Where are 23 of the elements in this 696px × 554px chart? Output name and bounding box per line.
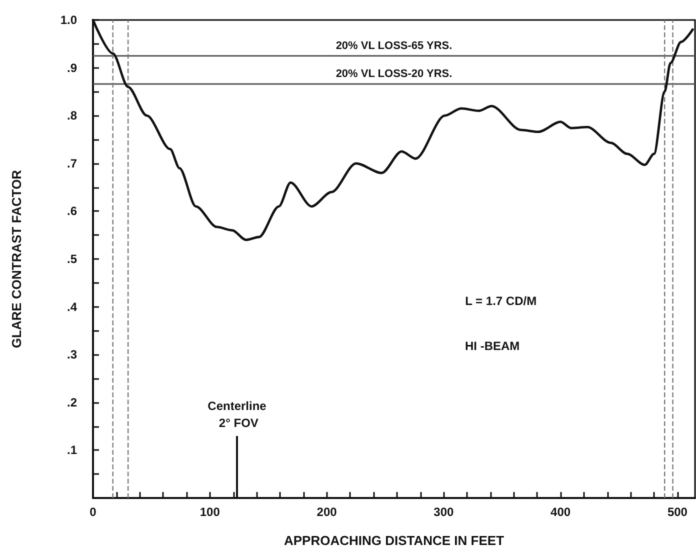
x-tick-label: 400	[550, 505, 571, 519]
ref-line-label: 20% VL LOSS-65 YRS.	[336, 40, 452, 52]
x-tick-label: 0	[90, 505, 97, 519]
y-tick-label: .8	[66, 108, 78, 123]
y-tick-label: 1.0	[60, 13, 78, 27]
y-tick-label: .4	[66, 300, 78, 314]
y-tick-label: .5	[66, 252, 78, 266]
ref-line-label: 20% VL LOSS-20 YRS.	[336, 68, 452, 80]
y-tick-label: .7	[66, 156, 78, 170]
y-tick-label: .2	[66, 395, 78, 410]
x-tick-label: 500	[667, 505, 688, 519]
y-tick-label: .6	[66, 204, 78, 218]
y-tick-label: .3	[66, 348, 78, 362]
x-tick-label: 100	[200, 505, 220, 519]
annotation: HI -BEAM	[464, 339, 520, 353]
y-tick-label: .9	[66, 60, 78, 75]
annotation: Centerline 2° FOV	[208, 399, 267, 430]
x-axis-title: APPROACHING DISTANCE IN FEET	[284, 533, 504, 548]
x-tick-label: 200	[316, 505, 338, 519]
y-tick-label: .1	[66, 443, 78, 458]
y-axis-title: GLARE CONTRAST FACTOR	[9, 169, 24, 348]
x-tick-label: 300	[434, 505, 454, 519]
annotation: L = 1.7 CD/M	[465, 294, 537, 308]
